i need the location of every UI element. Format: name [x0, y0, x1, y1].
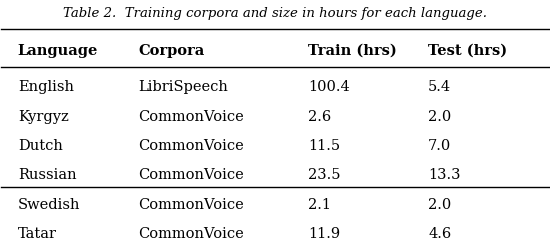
- Text: English: English: [18, 80, 74, 94]
- Text: 11.5: 11.5: [308, 139, 340, 153]
- Text: 100.4: 100.4: [308, 80, 350, 94]
- Text: Table 2.  Training corpora and size in hours for each language.: Table 2. Training corpora and size in ho…: [63, 7, 487, 20]
- Text: Language: Language: [18, 44, 98, 58]
- Text: LibriSpeech: LibriSpeech: [138, 80, 228, 94]
- Text: CommonVoice: CommonVoice: [138, 198, 244, 212]
- Text: 2.0: 2.0: [428, 198, 452, 212]
- Text: 13.3: 13.3: [428, 168, 461, 182]
- Text: CommonVoice: CommonVoice: [138, 139, 244, 153]
- Text: 7.0: 7.0: [428, 139, 452, 153]
- Text: CommonVoice: CommonVoice: [138, 110, 244, 124]
- Text: Swedish: Swedish: [18, 198, 80, 212]
- Text: 4.6: 4.6: [428, 227, 452, 241]
- Text: 2.0: 2.0: [428, 110, 452, 124]
- Text: Train (hrs): Train (hrs): [308, 44, 397, 58]
- Text: Corpora: Corpora: [138, 44, 205, 58]
- Text: 2.6: 2.6: [308, 110, 331, 124]
- Text: Test (hrs): Test (hrs): [428, 44, 507, 58]
- Text: 2.1: 2.1: [308, 198, 331, 212]
- Text: CommonVoice: CommonVoice: [138, 227, 244, 241]
- Text: Tatar: Tatar: [18, 227, 57, 241]
- Text: CommonVoice: CommonVoice: [138, 168, 244, 182]
- Text: 11.9: 11.9: [308, 227, 340, 241]
- Text: 5.4: 5.4: [428, 80, 452, 94]
- Text: 23.5: 23.5: [308, 168, 340, 182]
- Text: Kyrgyz: Kyrgyz: [18, 110, 69, 124]
- Text: Dutch: Dutch: [18, 139, 63, 153]
- Text: Russian: Russian: [18, 168, 76, 182]
